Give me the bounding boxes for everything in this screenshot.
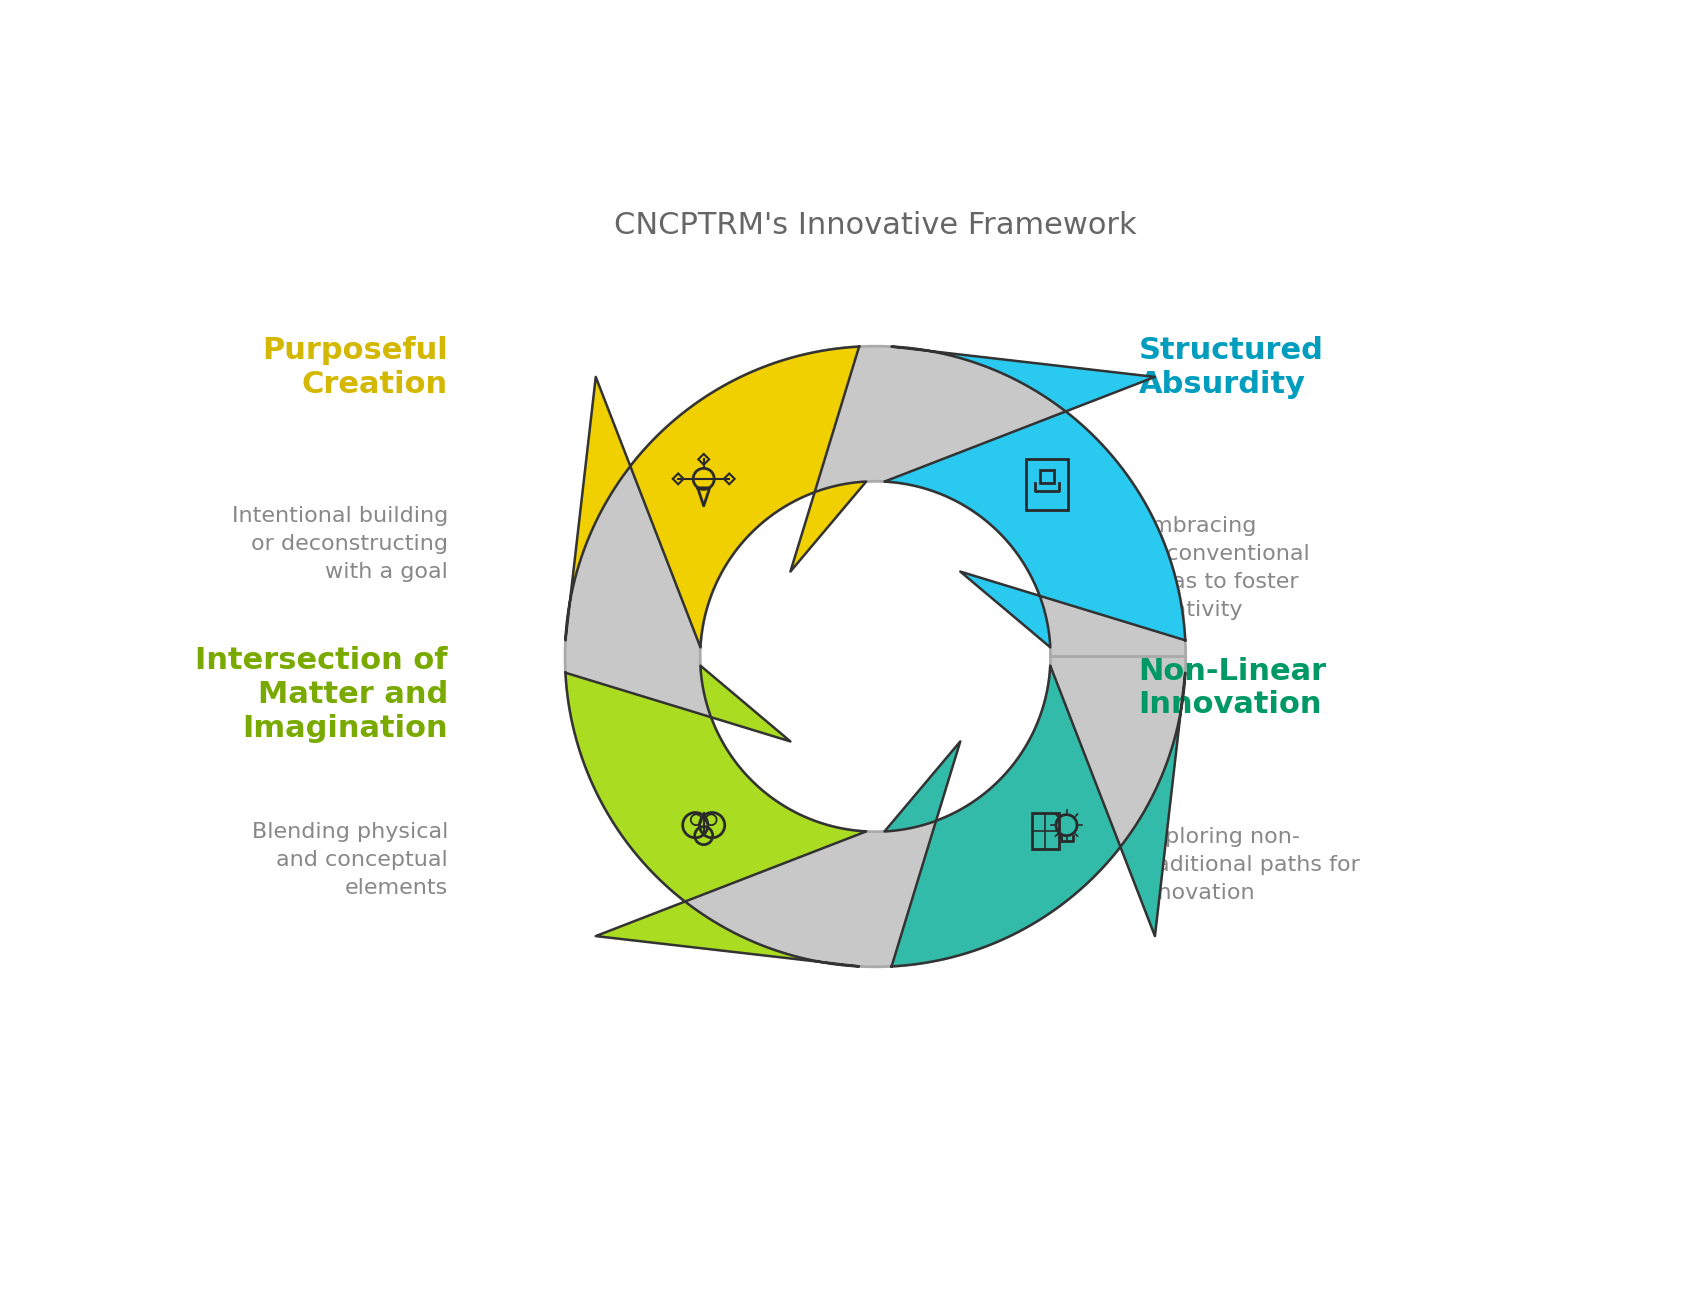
Bar — [1031, 812, 1058, 849]
Text: Purposeful
Creation: Purposeful Creation — [263, 337, 447, 399]
Polygon shape — [565, 347, 865, 647]
Text: Intentional building
or deconstructing
with a goal: Intentional building or deconstructing w… — [232, 507, 447, 582]
Text: CNCPTRM's Innovative Framework: CNCPTRM's Innovative Framework — [615, 211, 1135, 240]
Text: Blending physical
and conceptual
elements: Blending physical and conceptual element… — [251, 822, 447, 898]
Bar — [1040, 469, 1053, 484]
Text: Embracing
unconventional
ideas to foster
creativity: Embracing unconventional ideas to foster… — [1137, 516, 1309, 620]
Polygon shape — [884, 666, 1185, 966]
Polygon shape — [565, 666, 865, 966]
Polygon shape — [884, 347, 1185, 647]
Text: Non-Linear
Innovation: Non-Linear Innovation — [1137, 656, 1326, 719]
Text: Structured
Absurdity: Structured Absurdity — [1137, 337, 1323, 399]
Polygon shape — [565, 346, 1185, 967]
Bar — [1026, 459, 1067, 511]
Text: Exploring non-
traditional paths for
innovation: Exploring non- traditional paths for inn… — [1137, 827, 1359, 902]
Text: Intersection of
Matter and
Imagination: Intersection of Matter and Imagination — [195, 646, 447, 742]
